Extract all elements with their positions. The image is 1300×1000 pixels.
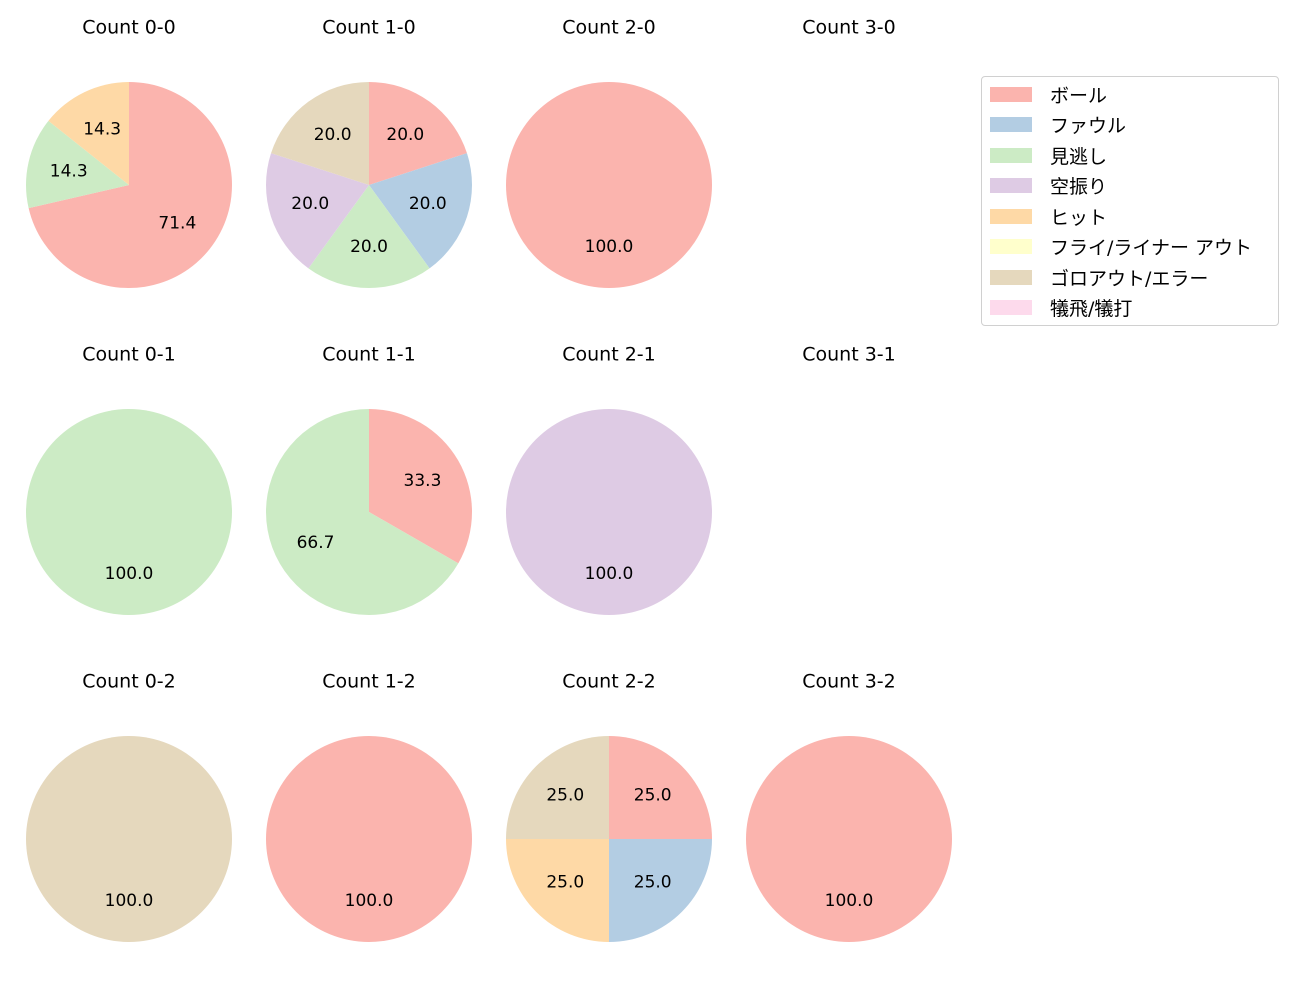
- legend-item: 空振り: [990, 176, 1107, 198]
- legend-label: ボール: [1050, 84, 1108, 107]
- legend-label: 空振り: [1050, 176, 1108, 198]
- slice-label: 33.3: [404, 471, 442, 491]
- slice-label: 100.0: [825, 891, 874, 911]
- pie-slice: [609, 839, 712, 942]
- subplot-title: Count 1-0: [322, 17, 416, 39]
- legend-item: ヒット: [990, 206, 1107, 229]
- slice-label: 100.0: [345, 891, 394, 911]
- pie-count-2-1: Count 2-1 100.0: [506, 344, 712, 615]
- subplot-title: Count 3-0: [802, 17, 896, 39]
- pie-count-0-2: Count 0-2 100.0: [26, 671, 232, 942]
- pie-count-0-1: Count 0-1 100.0: [26, 344, 232, 615]
- legend: ボールファウル見逃し空振りヒットフライ/ライナー アウト ゴロアウト/エラー 犠飛/…: [981, 76, 1279, 326]
- legend-swatch: [990, 117, 1032, 132]
- pie-slice: [26, 120, 130, 209]
- legend-label: 犠飛/犠打: [1050, 298, 1133, 320]
- slice-label: 20.0: [291, 194, 329, 214]
- pie-slice: [506, 82, 712, 288]
- pie-count-3-2: Count 3-2 100.0: [746, 671, 952, 942]
- legend-swatch: [990, 208, 1032, 224]
- pie-slice: [369, 153, 472, 269]
- slice-label: 25.0: [546, 785, 584, 805]
- legend-label: 見逃し: [1050, 145, 1108, 168]
- pie-slice: [26, 409, 232, 615]
- legend-label: ファウル: [1050, 115, 1127, 137]
- legend-label: フライ/ライナー アウト: [1050, 237, 1253, 259]
- legend-item: ファウル: [990, 115, 1126, 137]
- pie-slice: [308, 185, 430, 288]
- pie-count-2-0: Count 2-0 100.0: [506, 17, 712, 288]
- pie-slice: [506, 736, 609, 839]
- legend-label: ヒット: [1050, 206, 1108, 229]
- legend-swatch: [990, 300, 1032, 315]
- slice-label: 100.0: [105, 891, 154, 911]
- pie-slice: [28, 82, 233, 288]
- subplot-title: Count 1-1: [322, 344, 416, 366]
- slice-label: 100.0: [585, 564, 634, 584]
- slice-label: 20.0: [350, 237, 388, 257]
- slice-label: 66.7: [297, 533, 335, 553]
- slice-label: 25.0: [634, 785, 672, 805]
- slice-label: 20.0: [409, 194, 447, 214]
- legend-label: ゴロアウト/エラー: [1050, 267, 1209, 290]
- subplot-title: Count 0-2: [82, 671, 176, 693]
- pie-slice: [369, 409, 472, 564]
- pie-slice: [506, 839, 609, 942]
- pie-count-1-1: Count 1-1 33.3 66.7: [266, 344, 472, 616]
- pie-slice: [271, 82, 369, 185]
- pie-count-3-1: Count 3-1: [802, 344, 896, 366]
- pie-slice: [266, 736, 472, 942]
- subplot-title: Count 3-1: [802, 344, 896, 366]
- legend-swatch: [990, 147, 1032, 163]
- subplot-title: Count 2-0: [562, 17, 656, 39]
- pie-slice: [26, 736, 232, 942]
- legend-item: フライ/ライナー アウト: [990, 237, 1252, 259]
- subplot-title: Count 0-1: [82, 344, 176, 366]
- slice-label: 25.0: [634, 873, 672, 893]
- subplot-title: Count 2-1: [562, 344, 656, 366]
- legend-item: ゴロアウト/エラー: [990, 267, 1208, 290]
- slice-label: 14.3: [83, 119, 121, 139]
- pie-slice: [746, 736, 952, 942]
- slice-label: 100.0: [105, 564, 154, 584]
- slice-label: 100.0: [585, 237, 634, 257]
- pie-slice: [369, 82, 467, 185]
- subplot-title: Count 1-2: [322, 671, 416, 693]
- pie-count-1-2: Count 1-2 100.0: [266, 671, 472, 942]
- legend-item: ボール: [990, 84, 1107, 107]
- pie-count-1-0: Count 1-0 20.0 20.0 20.0 20.0 20.0: [266, 17, 472, 288]
- pie-slice: [609, 736, 712, 839]
- legend-swatch: [990, 86, 1032, 102]
- pie-slice: [506, 409, 712, 615]
- pie-count-2-2: Count 2-2 25.0 25.0 25.0 25.0: [506, 671, 712, 942]
- slice-label: 14.3: [50, 161, 88, 181]
- legend-item: 見逃し: [990, 145, 1107, 168]
- legend-item: 犠飛/犠打: [990, 298, 1132, 320]
- subplot-title: Count 2-2: [562, 671, 656, 693]
- pie-count-3-0: Count 3-0: [802, 17, 896, 39]
- subplot-title: Count 3-2: [802, 671, 896, 693]
- slice-label: 20.0: [386, 125, 424, 145]
- pie-count-0-0: Count 0-0 71.4 14.3 14.3: [26, 17, 233, 288]
- slice-label: 71.4: [158, 213, 196, 233]
- slice-label: 20.0: [314, 125, 352, 145]
- legend-swatch: [990, 178, 1032, 193]
- pie-slice: [266, 409, 459, 616]
- pie-slice: [266, 153, 369, 269]
- slice-label: 25.0: [546, 873, 584, 893]
- legend-swatch: [990, 239, 1032, 254]
- legend-swatch: [990, 269, 1032, 285]
- subplot-title: Count 0-0: [82, 17, 176, 39]
- pie-slice: [48, 82, 130, 185]
